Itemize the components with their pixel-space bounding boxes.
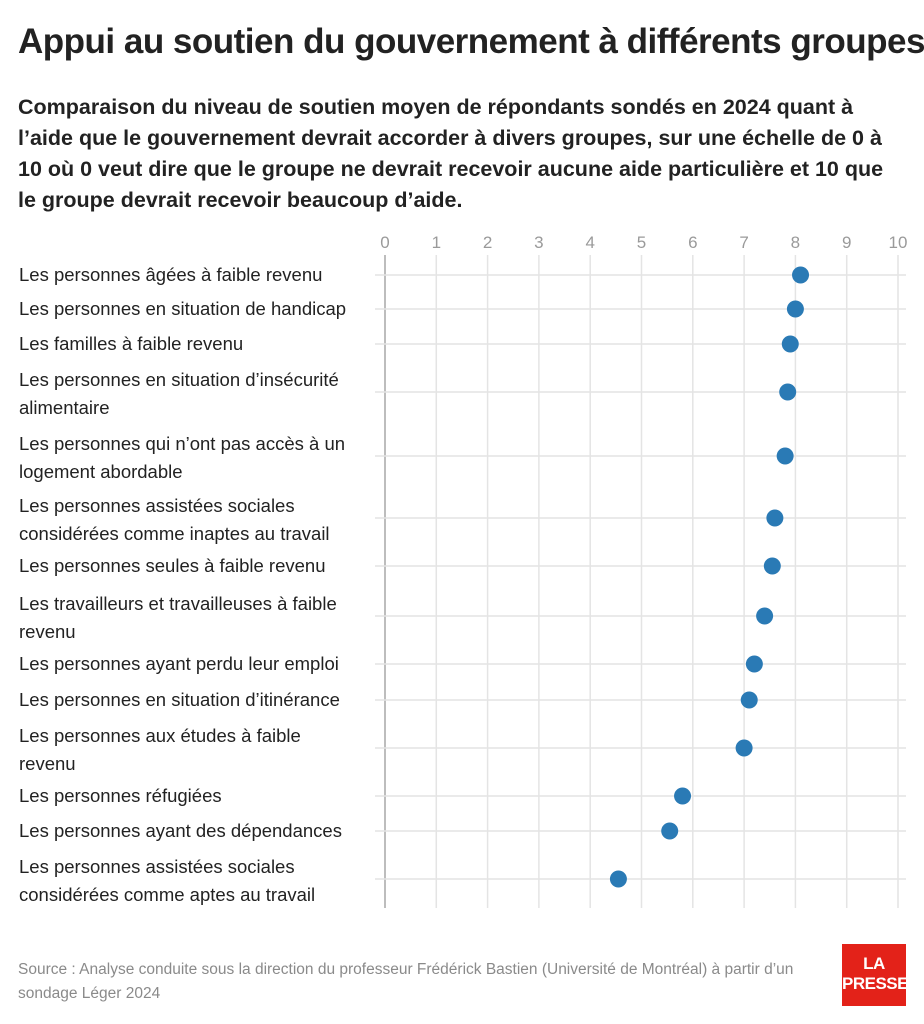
x-tick-label: 8	[791, 233, 800, 252]
category-label-line: Les personnes seules à faible revenu	[19, 555, 325, 576]
data-point	[745, 655, 763, 673]
category-label: Les personnes qui n’ont pas accès à un lo…	[19, 433, 345, 482]
category-label-line: Les familles à faible revenu	[19, 333, 243, 354]
category-label: Les personnes assistées sociales considér…	[19, 495, 330, 544]
data-point	[786, 300, 804, 318]
data-point	[674, 787, 692, 805]
data-point	[609, 870, 627, 888]
category-label: Les personnes en situation d’itinérance	[19, 689, 340, 710]
logo-line-2: PRESSE	[842, 974, 908, 993]
category-label: Les travailleurs et travailleuses à faib…	[19, 593, 337, 642]
category-label-line: Les personnes assistées sociales	[19, 495, 295, 516]
x-tick-label: 10	[889, 233, 908, 252]
category-label-line: Les personnes aux études à faible	[19, 725, 301, 746]
category-label: Les familles à faible revenu	[19, 333, 243, 354]
category-label-line: considérées comme aptes au travail	[19, 884, 315, 905]
category-label-line: alimentaire	[19, 397, 110, 418]
category-label: Les personnes aux études à faible revenu	[19, 725, 301, 774]
category-label-line: considérées comme inaptes au travail	[19, 523, 330, 544]
category-label: Les personnes en situation de handicap	[19, 298, 346, 319]
data-point	[779, 383, 797, 401]
data-point	[781, 335, 799, 353]
category-label-line: logement abordable	[19, 461, 183, 482]
category-label: Les personnes seules à faible revenu	[19, 555, 325, 576]
dot-chart: 0 1 2 3 4 5 6 7 8 9 10 Les personnes âgées à faible…	[19, 233, 908, 908]
category-label: Les personnes en situation d’insécurité a…	[19, 369, 339, 418]
page-title: Appui au soutien du gouvernement à diffé…	[18, 22, 924, 61]
source-note: Source : Analyse conduite sous la direct…	[18, 961, 794, 1002]
category-label-line: Les travailleurs et travailleuses à faib…	[19, 593, 337, 614]
category-label-line: Les personnes en situation d’itinérance	[19, 689, 340, 710]
x-tick-label: 7	[739, 233, 748, 252]
category-label-line: Les personnes en situation d’insécurité	[19, 369, 339, 390]
category-label: Les personnes ayant des dépendances	[19, 820, 342, 841]
category-label-line: Les personnes en situation de handicap	[19, 298, 346, 319]
category-label-line: Les personnes âgées à faible revenu	[19, 264, 322, 285]
x-tick-label: 1	[432, 233, 441, 252]
x-tick-label: 9	[842, 233, 851, 252]
x-tick-label: 4	[585, 233, 594, 252]
category-label-line: Les personnes ayant perdu leur emploi	[19, 653, 339, 674]
la-presse-logo: LA PRESSE	[842, 944, 908, 1006]
x-tick-label: 6	[688, 233, 697, 252]
category-label-line: revenu	[19, 753, 76, 774]
x-tick-label: 0	[380, 233, 389, 252]
category-label: Les personnes ayant perdu leur emploi	[19, 653, 339, 674]
category-label: Les personnes assistées sociales considér…	[19, 856, 315, 905]
category-label-line: revenu	[19, 621, 76, 642]
data-point	[735, 739, 753, 757]
category-label-line: Les personnes réfugiées	[19, 785, 222, 806]
data-point	[756, 607, 774, 625]
data-point	[740, 691, 758, 709]
x-tick-label: 5	[637, 233, 646, 252]
category-label-line: Les personnes qui n’ont pas accès à un	[19, 433, 345, 454]
data-point	[763, 557, 781, 575]
x-tick-label: 3	[534, 233, 543, 252]
category-label-line: Les personnes assistées sociales	[19, 856, 295, 877]
category-label: Les personnes âgées à faible revenu	[19, 264, 322, 285]
logo-line-1: LA	[863, 954, 885, 973]
data-point	[776, 447, 794, 465]
category-label-line: Les personnes ayant des dépendances	[19, 820, 342, 841]
page-subtitle: Comparaison du niveau de soutien moyen d…	[18, 95, 884, 212]
category-label: Les personnes réfugiées	[19, 785, 222, 806]
data-point	[792, 266, 810, 284]
data-point	[766, 509, 784, 527]
x-tick-label: 2	[483, 233, 492, 252]
data-point	[661, 822, 679, 840]
